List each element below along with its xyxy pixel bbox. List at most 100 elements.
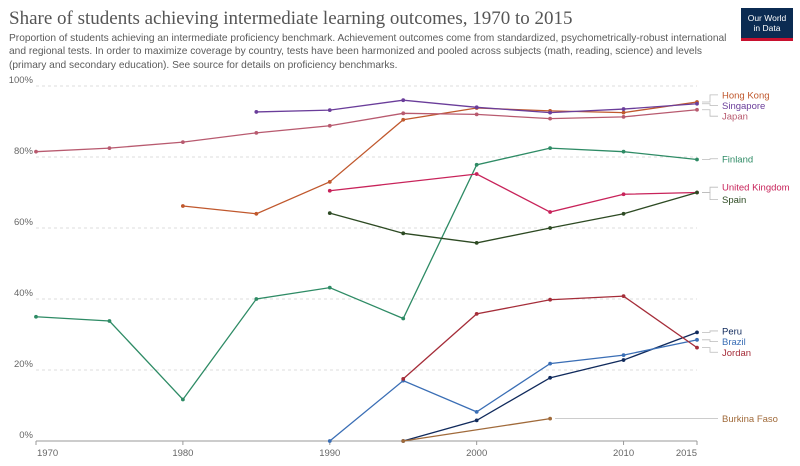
data-point-united-kingdom [621,192,626,197]
series-line-united-kingdom [329,173,698,213]
label-connector-brazil [702,339,718,342]
series-label-burkina-faso: Burkina Faso [722,414,778,425]
data-point-hong-kong [401,117,406,122]
x-tick-label: 2000 [466,448,487,459]
data-point-jordan [695,345,699,350]
data-point-singapore [401,98,406,103]
series-label-jordan: Jordan [722,348,751,359]
data-point-peru [621,358,626,362]
series-line-finland [35,147,698,401]
data-point-singapore [548,110,553,115]
y-tick-label: 40% [14,288,34,299]
logo-line-1: Our World [747,13,787,23]
data-point-singapore [621,107,626,111]
data-point-spain [401,231,406,236]
label-connector-united-kingdom [702,186,718,193]
y-tick-label: 60% [14,217,34,228]
data-point-singapore [695,101,699,106]
x-tick-label: 2015 [676,448,697,459]
data-point-japan [327,123,332,128]
data-point-japan [254,130,259,135]
y-tick-label: 80% [14,146,34,157]
axis-layer: 0% 20% 40% 60% 80% 100% 1970 1980 1990 2000 2010 20… [9,75,698,459]
data-point-finland [621,149,626,154]
data-point-finland [401,316,406,321]
data-point-brazil [621,353,626,357]
series-layer [34,98,699,443]
data-point-finland [34,314,38,319]
data-point-united-kingdom [327,188,332,193]
logo-line-2: in Data [753,23,781,33]
label-connector-peru [702,330,718,333]
x-tick-label: 1980 [172,448,193,459]
data-point-peru [548,375,553,380]
series-label-singapore: Singapore [722,101,765,112]
series-label-brazil: Brazil [722,337,746,348]
data-point-japan [695,107,699,112]
series-line-spain [329,191,698,244]
data-point-peru [474,418,479,423]
data-point-jordan [474,312,479,316]
grid-layer [36,85,697,371]
data-point-japan [621,114,626,119]
series-label-peru: Peru [722,326,742,337]
x-tick-label: 1970 [37,448,58,459]
data-point-jordan [548,297,553,302]
data-point-japan [180,140,185,144]
data-point-spain [548,226,553,230]
series-label-japan: Japan [722,112,748,123]
series-label-spain: Spain [722,195,746,206]
data-point-finland [254,297,259,301]
series-line-jordan [402,295,698,380]
label-connector-finland [702,158,718,160]
data-point-hong-kong [180,204,185,208]
y-tick-label: 100% [9,75,34,86]
label-connector-hong-kong [702,94,718,103]
data-point-japan [401,111,406,116]
data-point-spain [327,211,332,215]
data-point-jordan [401,376,406,381]
owid-logo[interactable]: Our World in Data [741,8,793,41]
x-tick-label: 1990 [319,448,340,459]
data-point-united-kingdom [548,210,553,214]
series-line-japan [35,109,698,153]
label-connector-singapore [702,103,718,106]
y-tick-label: 20% [14,359,34,370]
chart-title: Share of students achieving intermediate… [9,8,573,29]
data-point-burkina-faso [401,439,406,443]
label-connector-spain [702,192,718,200]
data-point-finland [327,285,332,290]
data-point-singapore [254,110,259,114]
data-point-spain [474,241,479,245]
label-connector-jordan [702,347,718,353]
series-line-brazil [329,339,698,442]
series-label-hong-kong: Hong Kong [722,90,770,101]
data-point-hong-kong [327,179,332,184]
data-point-brazil [695,337,699,342]
series-line-burkina-faso [403,417,551,442]
series-label-united-kingdom: United Kingdom [722,183,790,194]
data-point-finland [474,162,479,167]
data-point-japan [474,112,479,117]
data-point-finland [548,146,553,151]
data-point-finland [180,397,185,402]
data-point-spain [695,190,699,195]
data-point-spain [621,211,626,216]
data-point-hong-kong [254,211,259,216]
series-label-finland: Finland [722,154,753,165]
data-point-japan [34,149,38,154]
chart-subtitle: Proportion of students achieving an inte… [9,33,727,71]
data-point-burkina-faso [548,416,553,421]
data-point-united-kingdom [474,172,479,176]
x-tick-label: 2010 [613,448,634,459]
series-line-hong-kong [182,101,698,215]
data-point-singapore [474,105,479,110]
y-tick-label: 0% [19,430,33,441]
data-point-hong-kong [621,110,626,115]
data-point-brazil [327,439,332,443]
data-point-japan [548,116,553,121]
data-point-japan [107,146,112,151]
data-point-finland [695,157,699,162]
data-point-brazil [548,361,553,366]
